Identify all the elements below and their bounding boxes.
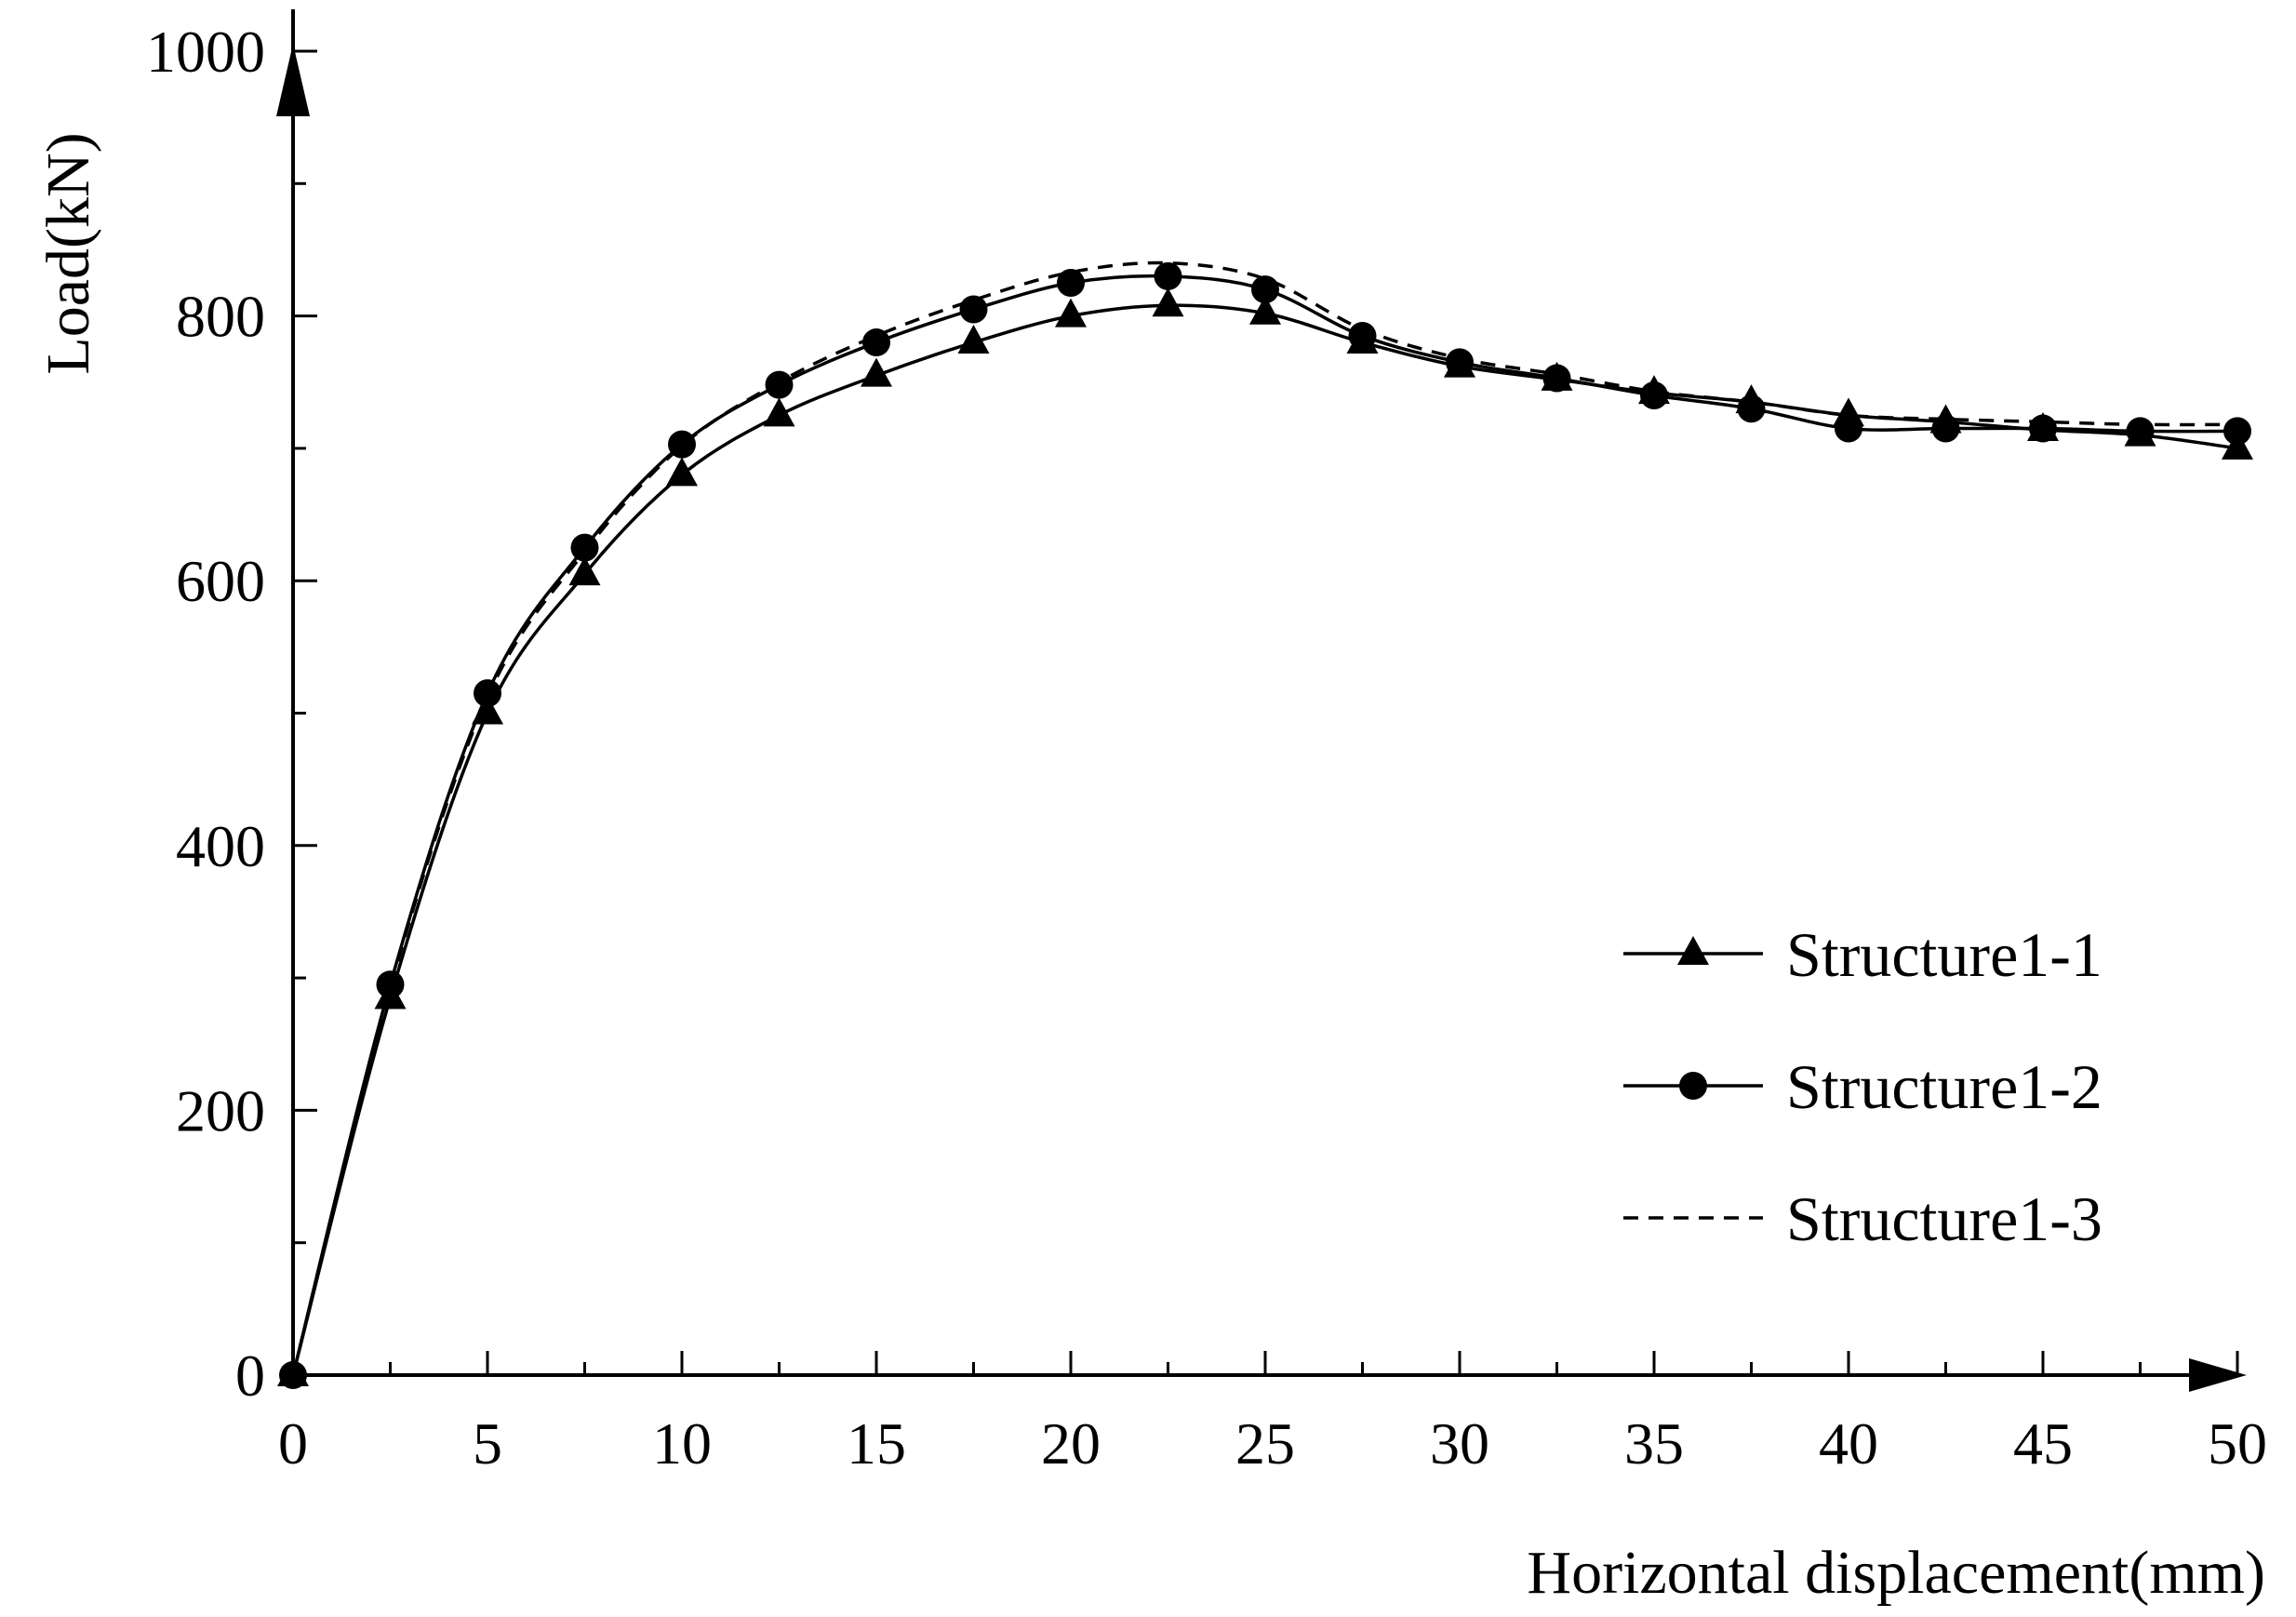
series-line <box>291 261 2238 1376</box>
data-point <box>2126 417 2155 446</box>
y-tick-label: 400 <box>176 813 265 879</box>
series-2 <box>279 261 2251 1389</box>
y-tick-label: 800 <box>176 284 265 350</box>
y-axis-ticks: 0 200 400 600 800 1000 <box>146 19 317 1409</box>
data-point <box>1446 348 1474 377</box>
data-point <box>1640 381 1668 409</box>
data-point <box>1737 394 1766 423</box>
x-axis-ticks: 0 5 10 15 20 25 30 35 40 45 50 <box>278 1351 2267 1477</box>
data-point <box>1251 275 1279 304</box>
data-point <box>1931 414 1960 443</box>
y-tick-label: 600 <box>176 548 265 614</box>
x-axis-title: Horizontal displacement(mm) <box>1527 1539 2265 1607</box>
legend-item: Structure1-2 <box>1623 1051 2102 1122</box>
data-point <box>957 325 990 354</box>
y-axis-arrow <box>276 44 310 116</box>
data-point <box>1057 269 1085 298</box>
legend-marker <box>1679 1072 1707 1100</box>
x-tick-label: 50 <box>2208 1410 2267 1477</box>
legend: Structure1-1 Structure1-2 Structure1-3 <box>1623 919 2102 1254</box>
y-tick-label: 1000 <box>146 19 265 85</box>
legend-marker <box>1677 936 1709 965</box>
data-point <box>1348 321 1377 350</box>
legend-label: Structure1-1 <box>1786 919 2102 990</box>
data-point <box>1154 261 1182 290</box>
x-tick-label: 10 <box>652 1410 712 1477</box>
x-tick-label: 30 <box>1430 1410 1489 1477</box>
data-point <box>765 370 794 399</box>
data-point <box>2223 417 2251 446</box>
x-axis-arrow <box>2189 1358 2247 1392</box>
data-point <box>763 397 795 427</box>
y-tick-label: 200 <box>176 1077 265 1143</box>
x-tick-label: 15 <box>847 1410 906 1477</box>
x-tick-label: 45 <box>2013 1410 2073 1477</box>
x-tick-label: 35 <box>1624 1410 1684 1477</box>
data-point <box>1152 287 1184 317</box>
series-3 <box>291 261 2238 1376</box>
data-point <box>1249 295 1281 325</box>
x-tick-label: 0 <box>278 1410 308 1477</box>
legend-item: Structure1-3 <box>1623 1183 2102 1254</box>
x-tick-label: 25 <box>1235 1410 1295 1477</box>
data-point <box>861 357 892 387</box>
x-tick-label: 40 <box>1819 1410 1878 1477</box>
data-point <box>1542 364 1571 393</box>
data-point <box>959 295 988 324</box>
data-point <box>570 533 599 562</box>
data-point <box>474 679 501 708</box>
x-tick-label: 20 <box>1041 1410 1101 1477</box>
data-point <box>2029 414 2057 443</box>
series-layer <box>277 261 2253 1389</box>
data-point <box>568 556 601 586</box>
data-point <box>1835 414 1862 443</box>
data-point <box>666 457 698 487</box>
legend-label: Structure1-2 <box>1786 1051 2102 1122</box>
data-point <box>862 328 890 357</box>
y-axis-title: Load(kN) <box>34 132 102 374</box>
legend-label: Structure1-3 <box>1786 1183 2102 1254</box>
y-tick-label: 0 <box>235 1343 265 1409</box>
data-point <box>1055 298 1087 327</box>
legend-item: Structure1-1 <box>1623 919 2102 990</box>
x-tick-label: 5 <box>473 1410 502 1477</box>
